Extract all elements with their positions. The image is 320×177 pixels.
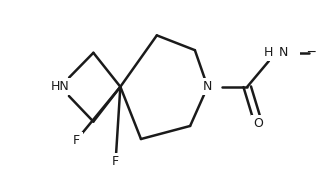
Text: F: F: [72, 134, 79, 147]
Text: N: N: [203, 80, 212, 93]
FancyBboxPatch shape: [69, 132, 83, 150]
Text: N: N: [278, 46, 288, 59]
FancyBboxPatch shape: [262, 44, 276, 61]
FancyBboxPatch shape: [48, 78, 72, 95]
Text: O: O: [253, 117, 263, 130]
FancyBboxPatch shape: [108, 153, 123, 170]
Text: ─: ─: [307, 46, 315, 59]
Text: F: F: [112, 155, 119, 168]
FancyBboxPatch shape: [200, 78, 215, 95]
Text: HN: HN: [51, 80, 69, 93]
FancyBboxPatch shape: [276, 44, 290, 61]
Text: H: H: [264, 46, 274, 59]
FancyBboxPatch shape: [251, 115, 266, 132]
FancyBboxPatch shape: [285, 44, 300, 61]
